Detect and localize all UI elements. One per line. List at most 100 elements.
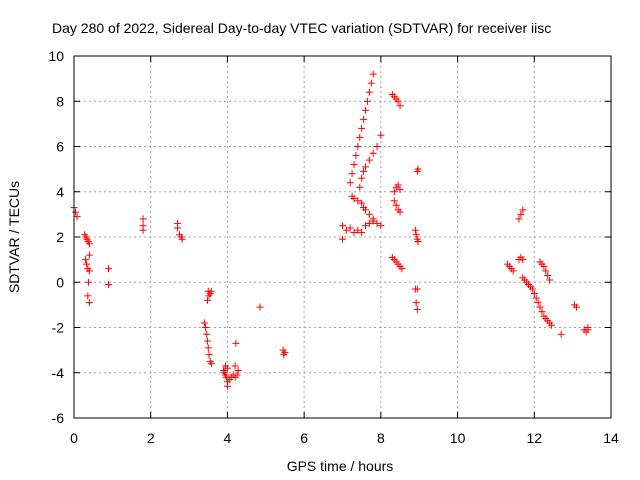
- data-point: [139, 215, 147, 223]
- data-point: [369, 149, 377, 157]
- data-point: [354, 197, 362, 205]
- y-tick-label: -2: [52, 320, 65, 336]
- data-point: [83, 260, 91, 268]
- data-point: [358, 228, 366, 236]
- data-point: [82, 256, 90, 264]
- data-point: [203, 337, 211, 345]
- data-point: [362, 163, 370, 171]
- data-point: [362, 206, 370, 214]
- x-axis-label: GPS time / hours: [287, 458, 394, 474]
- data-point: [73, 213, 81, 221]
- x-tick-label: 2: [147, 430, 155, 446]
- data-point: [390, 197, 398, 205]
- data-point: [207, 360, 215, 368]
- data-point: [369, 70, 377, 78]
- x-tick-label: 0: [70, 430, 78, 446]
- data-point: [85, 251, 93, 259]
- y-tick-label: 0: [56, 274, 64, 290]
- data-point: [396, 185, 404, 193]
- x-tick-label: 4: [224, 430, 232, 446]
- x-tick-label: 12: [526, 430, 542, 446]
- data-point: [339, 222, 346, 230]
- data-point: [546, 276, 554, 284]
- data-point: [205, 351, 213, 359]
- data-point: [281, 348, 289, 356]
- data-point: [394, 181, 402, 189]
- data-point: [202, 324, 210, 331]
- plot-frame: [73, 55, 612, 419]
- data-point: [365, 210, 373, 218]
- data-point: [540, 262, 548, 270]
- data-point: [548, 321, 556, 329]
- data-point: [354, 143, 362, 150]
- data-point: [72, 208, 80, 216]
- y-tick-label: 6: [56, 139, 64, 155]
- y-tick-label: 2: [56, 229, 64, 245]
- data-point: [390, 188, 398, 196]
- data-point: [200, 319, 208, 327]
- data-point: [358, 174, 366, 182]
- data-point: [350, 161, 358, 169]
- grid-lines: [74, 56, 611, 418]
- data-point: [542, 267, 550, 275]
- data-point: [356, 133, 364, 141]
- data-point: [413, 305, 421, 313]
- data-point: [367, 79, 375, 87]
- data-point: [532, 294, 540, 302]
- data-point: [392, 201, 400, 209]
- y-tick-label: -4: [52, 365, 65, 381]
- chart-title: Day 280 of 2022, Sidereal Day-to-day VTE…: [52, 20, 551, 36]
- y-tick-label: 4: [56, 184, 64, 200]
- x-tick-label: 8: [377, 430, 385, 446]
- data-point: [234, 366, 242, 374]
- data-point: [139, 226, 147, 234]
- data-point: [348, 170, 356, 178]
- data-point: [373, 143, 381, 150]
- data-point: [365, 219, 373, 227]
- data-point: [394, 97, 402, 105]
- data-point: [360, 167, 368, 175]
- data-point: [339, 235, 346, 243]
- data-point: [354, 226, 362, 234]
- data-point: [536, 303, 544, 311]
- data-point: [207, 287, 215, 295]
- axis-ticks: 0 2 4 6 8 10 12 14 -6 -4 -2 0 2 4 6 8 10: [48, 48, 619, 446]
- data-point: [203, 330, 211, 338]
- data-point: [233, 371, 241, 379]
- data-point: [85, 240, 93, 248]
- data-point: [350, 228, 358, 236]
- data-point: [358, 199, 366, 207]
- data-point: [557, 330, 565, 338]
- data-point: [365, 88, 373, 96]
- data-point: [517, 210, 525, 218]
- data-point: [519, 206, 527, 214]
- data-point: [377, 222, 385, 230]
- data-point: [350, 195, 358, 203]
- data-point: [85, 299, 93, 307]
- y-tick-label: -6: [52, 410, 65, 426]
- data-point: [412, 299, 420, 307]
- data-point: [358, 124, 366, 132]
- data-point: [373, 219, 381, 227]
- data-point: [232, 339, 240, 347]
- data-point: [414, 165, 422, 173]
- data-point: [398, 265, 406, 273]
- data-point: [346, 179, 354, 187]
- data-point: [178, 235, 186, 243]
- data-point: [519, 256, 527, 264]
- data-point: [352, 152, 360, 160]
- data-point: [203, 296, 211, 304]
- x-tick-label: 6: [300, 430, 308, 446]
- data-point: [584, 324, 592, 331]
- data-point: [412, 231, 420, 239]
- data-point: [509, 267, 517, 275]
- data-point: [85, 278, 93, 286]
- data-point: [360, 115, 368, 123]
- data-point: [105, 265, 113, 273]
- data-point: [105, 281, 113, 289]
- data-point: [356, 183, 364, 191]
- data-point: [396, 208, 404, 216]
- data-point: [572, 303, 580, 311]
- data-point: [365, 156, 373, 164]
